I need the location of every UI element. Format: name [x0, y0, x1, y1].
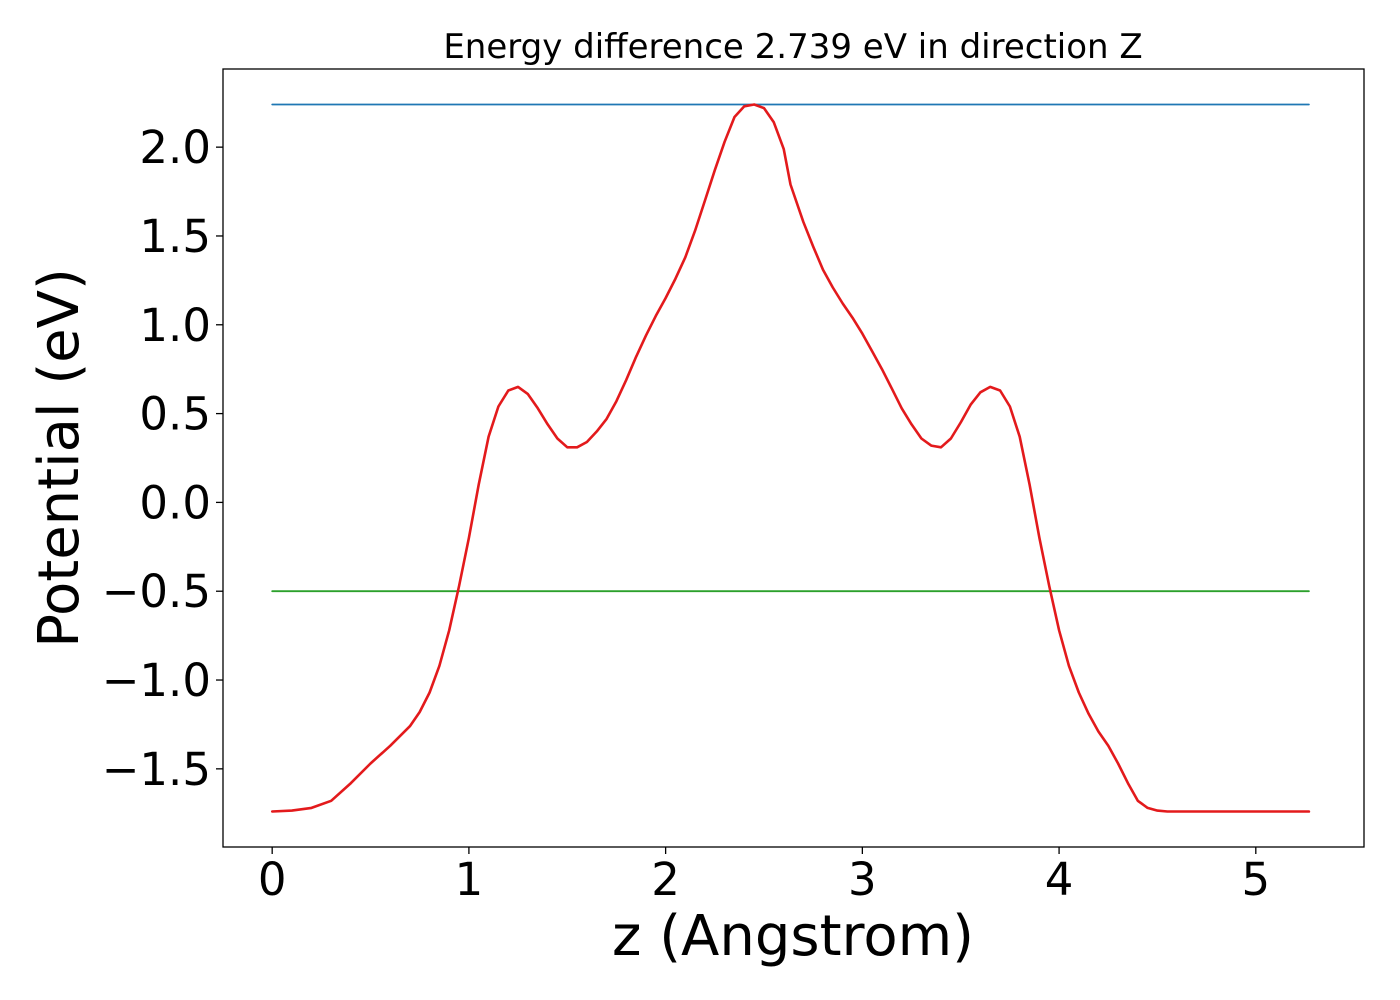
y-tick-label: 1.0 [139, 299, 211, 352]
x-tick-label: 4 [1045, 853, 1074, 906]
y-tick-label: 1.5 [139, 210, 211, 263]
y-axis-label: Potential (eV) [27, 268, 92, 648]
x-tick-label: 5 [1241, 853, 1270, 906]
series-line-2 [270, 103, 1311, 813]
y-tick-label: −0.5 [102, 565, 211, 618]
y-tick-label: 0.0 [139, 476, 211, 529]
x-tick-label: 0 [258, 853, 287, 906]
y-tick-label: 0.5 [139, 388, 211, 441]
x-tick-label: 3 [848, 853, 877, 906]
y-axis-ticks: −1.5 −1.0 −0.5 0.0 0.5 1.0 1.5 2.0 [102, 121, 223, 796]
x-axis-ticks: 0 1 2 3 4 5 [258, 847, 1270, 906]
x-axis-label: z (Angstrom) [612, 904, 974, 969]
plot-frame [222, 68, 1365, 848]
x-tick-label: 2 [651, 853, 680, 906]
series-layer [270, 103, 1311, 813]
y-tick-label: −1.0 [102, 654, 211, 707]
x-tick-label: 1 [455, 853, 484, 906]
chart-title: Energy difference 2.739 eV in direction … [443, 27, 1142, 67]
y-tick-label: −1.5 [102, 743, 211, 796]
y-tick-label: 2.0 [139, 121, 211, 174]
